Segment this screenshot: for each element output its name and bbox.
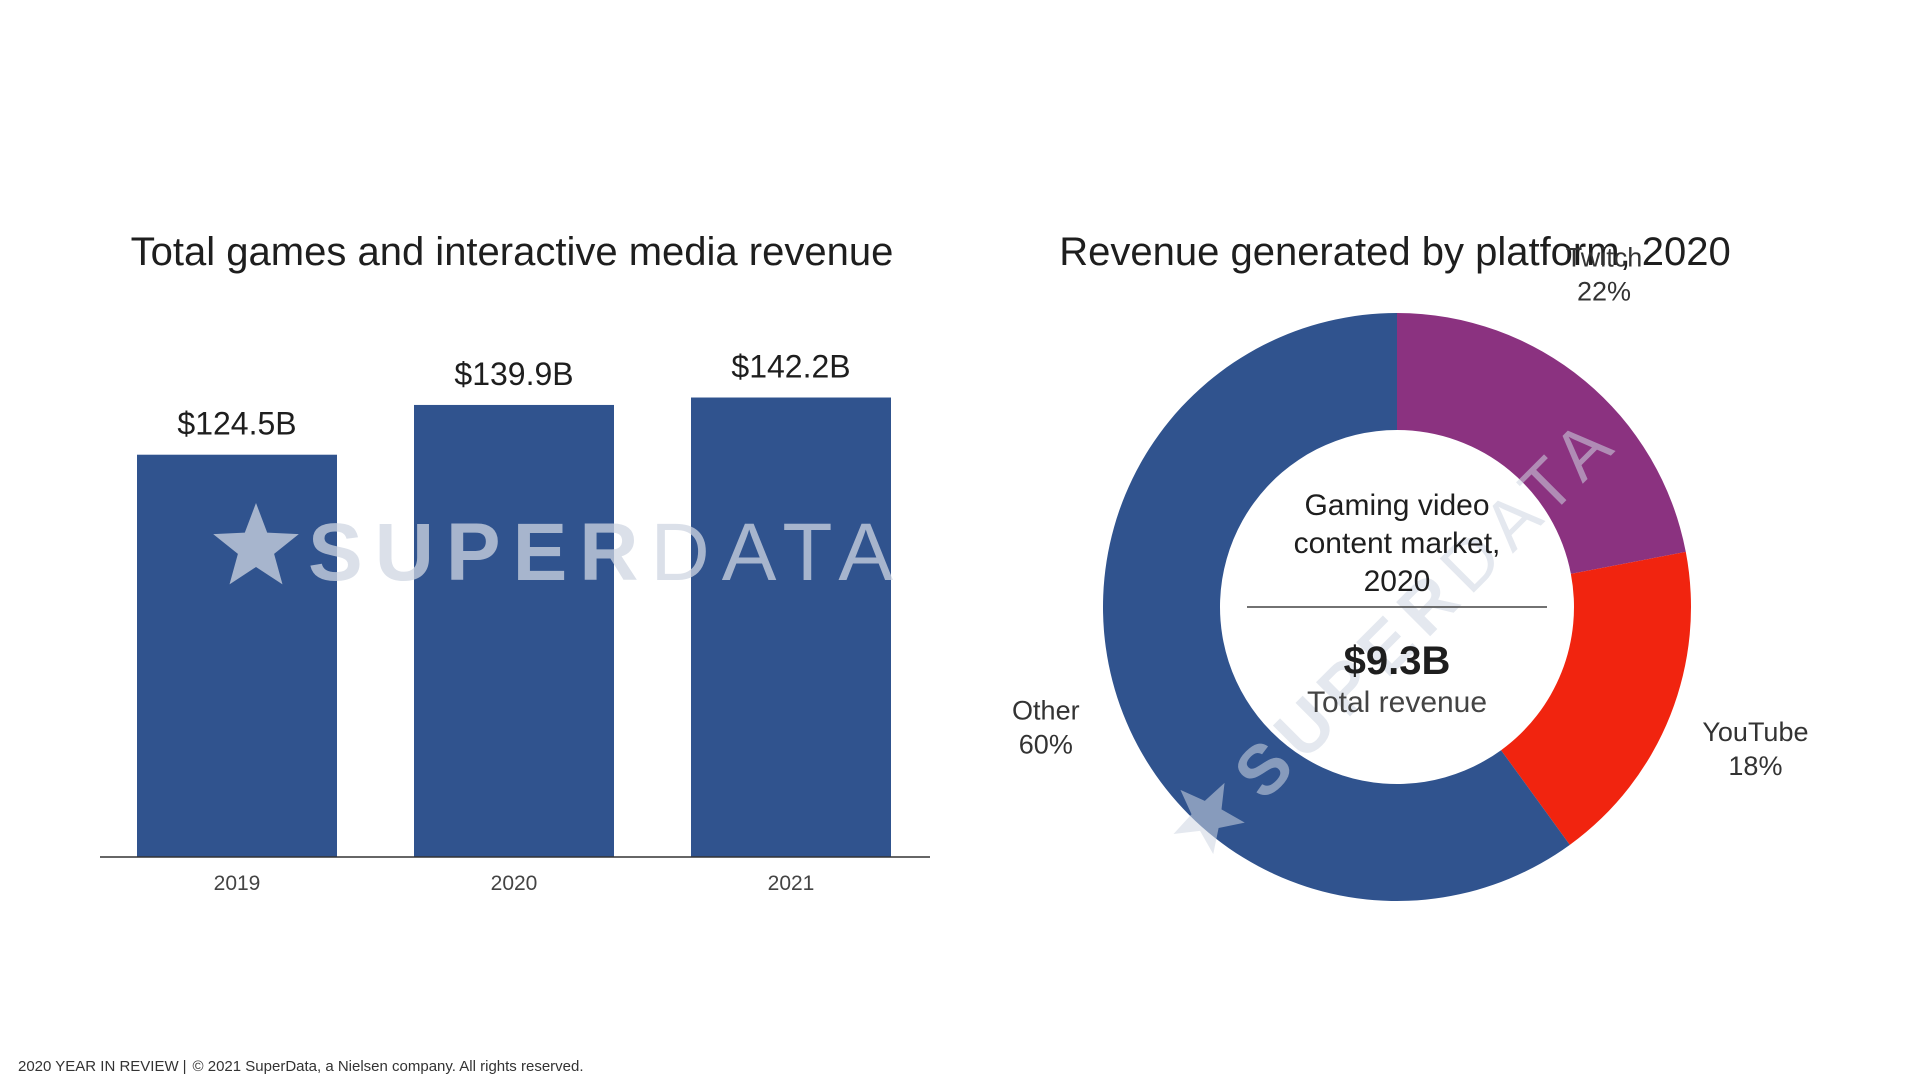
bar-value-label: $124.5B xyxy=(177,406,296,442)
bar-2019 xyxy=(137,454,337,857)
donut-slice-twitch xyxy=(1397,313,1686,574)
center-heading-line: 2020 xyxy=(1364,565,1431,598)
x-tick-label: 2020 xyxy=(491,872,538,895)
bar-2021 xyxy=(691,397,891,857)
donut-slice-youtube xyxy=(1501,551,1691,845)
donut-chart-title: Revenue generated by platform, 2020 xyxy=(1059,230,1731,274)
bar-chart-title: Total games and interactive media revenu… xyxy=(130,230,894,274)
watermark-star-icon xyxy=(213,503,299,585)
slice-label: Other xyxy=(1012,695,1080,725)
donut-watermark-star-icon xyxy=(1173,782,1245,855)
x-tick-label: 2019 xyxy=(214,872,261,895)
center-heading-line: Gaming video xyxy=(1304,489,1489,522)
bar-value-label: $142.2B xyxy=(731,349,850,385)
slice-percent-label: 60% xyxy=(1019,729,1073,759)
slice-label: Twitch xyxy=(1566,243,1643,273)
watermark-text-super: SUPER xyxy=(308,507,651,598)
center-total-value: $9.3B xyxy=(1344,639,1451,683)
watermark-text-data: DATA xyxy=(651,507,906,598)
x-tick-label: 2021 xyxy=(768,872,815,895)
slice-percent-label: 18% xyxy=(1728,751,1782,781)
footer-separator: | xyxy=(182,1058,187,1075)
footer-report-name: 2020 YEAR IN REVIEW xyxy=(18,1058,179,1075)
bar-2020 xyxy=(414,404,614,857)
bar-chart: $124.5B 2019 $139.9B 2020 $142.2B 2021 SUPERDA… xyxy=(100,349,930,895)
center-heading-line: content market, xyxy=(1294,527,1501,560)
slice-percent-label: 22% xyxy=(1577,277,1631,307)
watermark-text: SUPERDATA xyxy=(308,507,905,598)
footer: 2020 YEAR IN REVIEW | © 2021 SuperData, a … xyxy=(18,1058,584,1075)
bar-value-label: $139.9B xyxy=(454,356,573,392)
slice-label: YouTube xyxy=(1702,717,1808,747)
donut-slice-other xyxy=(1102,312,1570,901)
footer-copyright: © 2021 SuperData, a Nielsen company. All… xyxy=(192,1058,584,1075)
center-total-caption: Total revenue xyxy=(1307,686,1487,719)
